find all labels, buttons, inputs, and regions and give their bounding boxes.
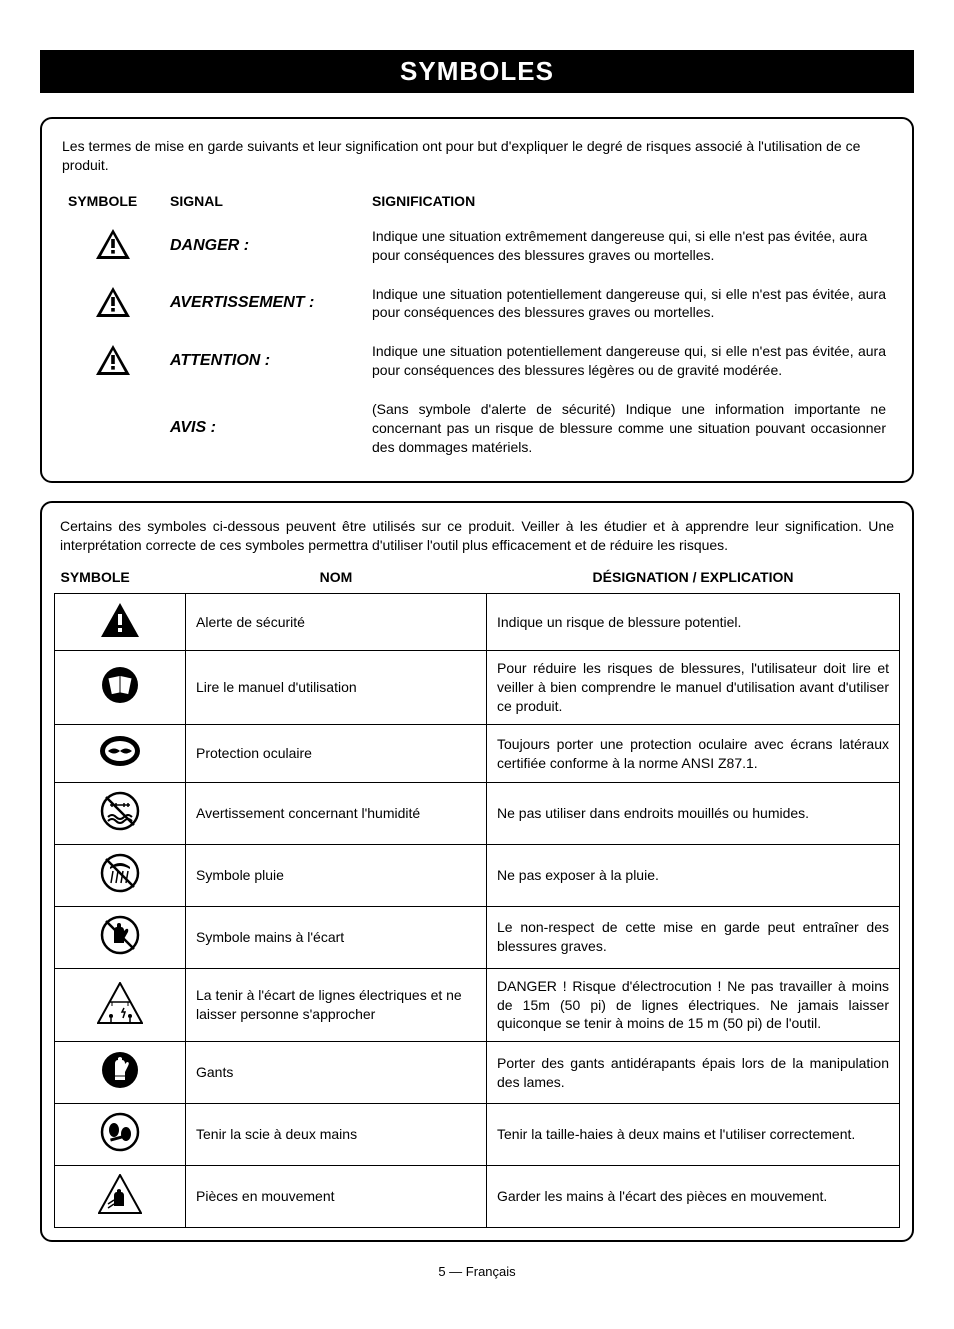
gloves-icon — [55, 1042, 186, 1104]
wet-warning-icon — [55, 783, 186, 845]
symbol-name: Pièces en mouvement — [186, 1166, 487, 1228]
rain-icon — [55, 844, 186, 906]
moving-parts-icon — [55, 1166, 186, 1228]
signal-word: AVIS : — [170, 419, 216, 436]
table-row: Lire le manuel d'utilisation Pour réduir… — [55, 651, 900, 725]
signal-row: AVIS : (Sans symbole d'alerte de sécurit… — [62, 390, 892, 467]
signal-table: SYMBOLE SIGNAL SIGNIFICATION DANGER : In… — [62, 187, 892, 467]
signal-row: AVERTISSEMENT : Indique une situation po… — [62, 275, 892, 333]
symbol-desc: Indique un risque de blessure potentiel. — [487, 593, 900, 651]
table-row: Protection oculaire Toujours porter une … — [55, 725, 900, 783]
header-designation: DÉSIGNATION / EXPLICATION — [487, 565, 900, 594]
table-row: Symbole mains à l'écart Le non-respect d… — [55, 906, 900, 968]
symbol-desc: Tenir la taille-haies à deux mains et l'… — [487, 1104, 900, 1166]
symbol-name: Tenir la scie à deux mains — [186, 1104, 487, 1166]
symbol-name: Alerte de sécurité — [186, 593, 487, 651]
symbol-name: Symbole pluie — [186, 844, 487, 906]
alert-icon — [62, 275, 164, 333]
goggles-icon — [55, 725, 186, 783]
table-row: Gants Porter des gants antidérapants épa… — [55, 1042, 900, 1104]
symbol-name: Symbole mains à l'écart — [186, 906, 487, 968]
signal-meaning: (Sans symbole d'alerte de sécurité) Indi… — [366, 390, 892, 467]
table-row: Pièces en mouvement Garder les mains à l… — [55, 1166, 900, 1228]
alert-icon — [62, 332, 164, 390]
signal-word: AVERTISSEMENT : — [170, 294, 314, 311]
page-footer: 5 — Français — [40, 1264, 914, 1279]
symbols-box: Certains des symboles ci-dessous peuvent… — [40, 501, 914, 1242]
symbols-intro: Certains des symboles ci-dessous peuvent… — [60, 517, 894, 555]
manual-icon — [55, 651, 186, 725]
symbol-name: La tenir à l'écart de lignes électriques… — [186, 968, 487, 1042]
header-name: NOM — [186, 565, 487, 594]
no-icon — [62, 390, 164, 467]
electric-lines-icon — [55, 968, 186, 1042]
symbol-name: Gants — [186, 1042, 487, 1104]
symbol-name: Avertissement concernant l'humidité — [186, 783, 487, 845]
symbol-desc: Le non-respect de cette mise en garde pe… — [487, 906, 900, 968]
symbol-desc: Ne pas exposer à la pluie. — [487, 844, 900, 906]
signal-meaning: Indique une situation extrêmement danger… — [366, 217, 892, 275]
symbol-desc: Ne pas utiliser dans endroits mouillés o… — [487, 783, 900, 845]
page-title: SYMBOLES — [40, 50, 914, 93]
symbol-name: Protection oculaire — [186, 725, 487, 783]
symbol-desc: Porter des gants antidérapants épais lor… — [487, 1042, 900, 1104]
symbol-desc: Pour réduire les risques de blessures, l… — [487, 651, 900, 725]
alert-icon — [62, 217, 164, 275]
signal-row: ATTENTION : Indique une situation potent… — [62, 332, 892, 390]
table-row: Avertissement concernant l'humidité Ne p… — [55, 783, 900, 845]
signal-meaning: Indique une situation potentiellement da… — [366, 332, 892, 390]
alert-solid-icon — [55, 593, 186, 651]
warning-intro: Les termes de mise en garde suivants et … — [62, 137, 892, 175]
signal-word: ATTENTION : — [170, 352, 270, 369]
hands-away-icon — [55, 906, 186, 968]
header-symbol: SYMBOLE — [62, 187, 164, 217]
signal-meaning: Indique une situation potentiellement da… — [366, 275, 892, 333]
symbol-desc: Garder les mains à l'écart des pièces en… — [487, 1166, 900, 1228]
symbol-desc: DANGER ! Risque d'électrocution ! Ne pas… — [487, 968, 900, 1042]
signal-row: DANGER : Indique une situation extrêmeme… — [62, 217, 892, 275]
symbol-desc: Toujours porter une protection oculaire … — [487, 725, 900, 783]
header-signal: SIGNAL — [164, 187, 366, 217]
warning-box: Les termes de mise en garde suivants et … — [40, 117, 914, 483]
table-row: Tenir la scie à deux mains Tenir la tail… — [55, 1104, 900, 1166]
symbols-table: SYMBOLE NOM DÉSIGNATION / EXPLICATION Al… — [54, 565, 900, 1228]
table-row: Alerte de sécurité Indique un risque de … — [55, 593, 900, 651]
two-hands-icon — [55, 1104, 186, 1166]
table-row: Symbole pluie Ne pas exposer à la pluie. — [55, 844, 900, 906]
symbol-name: Lire le manuel d'utilisation — [186, 651, 487, 725]
table-row: La tenir à l'écart de lignes électriques… — [55, 968, 900, 1042]
signal-word: DANGER : — [170, 237, 249, 254]
header-symbol: SYMBOLE — [55, 565, 186, 594]
header-meaning: SIGNIFICATION — [366, 187, 892, 217]
